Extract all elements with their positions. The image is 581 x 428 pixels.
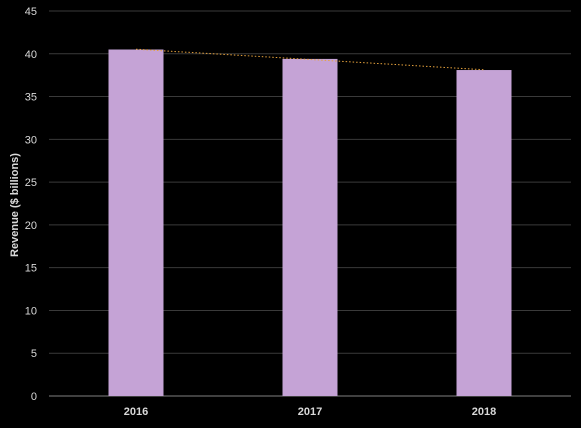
- bar-2016: [108, 49, 164, 396]
- y-tick-label: 5: [31, 348, 37, 360]
- bars: [108, 49, 512, 397]
- y-tick-label: 10: [25, 305, 37, 317]
- y-axis-title: Revenue ($ billions): [9, 153, 21, 257]
- bar-2018: [456, 70, 512, 397]
- trendline: [135, 48, 485, 71]
- x-axis-ticks: 2016 2017 2018: [124, 406, 496, 418]
- y-tick-label: 20: [25, 220, 37, 232]
- bar-2017: [282, 58, 338, 397]
- y-tick-label: 30: [25, 134, 37, 146]
- y-axis-ticks: 0 5 10 15 20 25 30 35 40 45: [25, 6, 37, 403]
- y-tick-label: 45: [25, 6, 37, 18]
- y-tick-label: 35: [25, 92, 37, 104]
- y-tick-label: 40: [25, 49, 37, 61]
- x-tick-label: 2017: [298, 406, 322, 418]
- y-tick-label: 25: [25, 177, 37, 189]
- y-tick-label: 0: [31, 391, 37, 403]
- x-tick-label: 2016: [124, 406, 148, 418]
- x-tick-label: 2018: [472, 406, 496, 418]
- trendline-group: [135, 48, 485, 71]
- y-tick-label: 15: [25, 263, 37, 275]
